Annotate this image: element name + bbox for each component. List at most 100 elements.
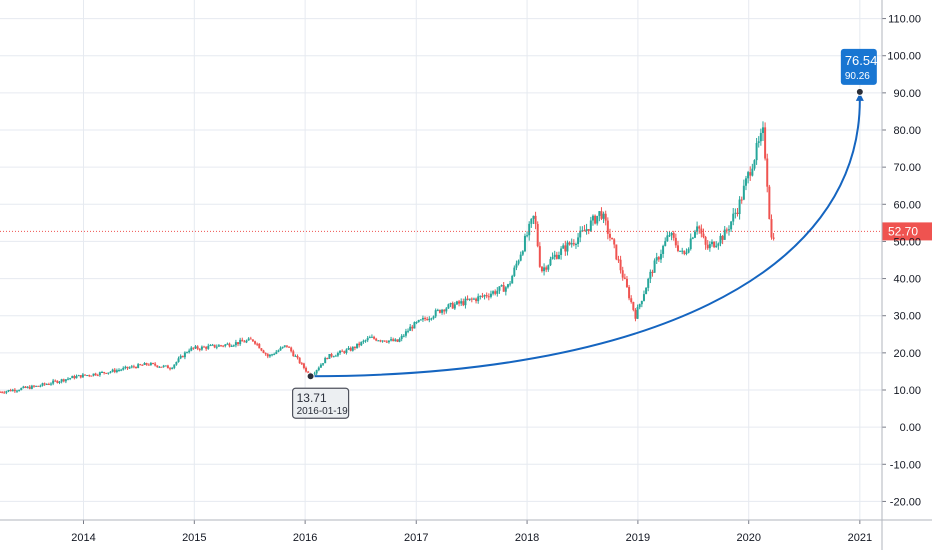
- candle-body: [377, 340, 380, 342]
- candle-body: [749, 172, 752, 176]
- candle-body: [551, 256, 554, 260]
- y-tick-label: 100.00: [887, 51, 921, 63]
- candle-body: [379, 340, 382, 342]
- candle-body: [290, 347, 293, 352]
- candle-body: [536, 224, 539, 247]
- candle-body: [611, 237, 614, 240]
- candle-body: [430, 318, 433, 320]
- candle-body: [574, 243, 577, 245]
- candle-body: [734, 212, 737, 214]
- candle-body: [1, 391, 4, 393]
- candle-body: [0, 391, 1, 393]
- candle-body: [86, 375, 89, 377]
- candle-body: [385, 341, 388, 343]
- y-tick-label: 60.00: [893, 199, 921, 211]
- candle-body: [445, 308, 448, 312]
- candle-body: [37, 385, 40, 387]
- candle-body: [198, 348, 201, 350]
- candle-body: [413, 322, 416, 329]
- candle-body: [315, 370, 318, 374]
- candle-body: [81, 374, 84, 378]
- candle-body: [591, 215, 594, 221]
- grid-layer: [0, 0, 882, 520]
- candle-body: [328, 354, 331, 359]
- candle-body: [419, 319, 422, 321]
- candle-body: [698, 226, 701, 229]
- x-tick-label: 2015: [182, 532, 206, 544]
- candle-body: [761, 127, 764, 133]
- candle-body: [396, 339, 399, 342]
- candle-body: [432, 316, 435, 319]
- last-price-badge: [882, 222, 932, 241]
- y-tick-label: 40.00: [893, 274, 921, 286]
- candle-body: [659, 253, 662, 260]
- candle-body: [137, 364, 140, 368]
- candle-body: [75, 376, 78, 379]
- candle-body: [689, 238, 692, 250]
- candle-body: [183, 352, 186, 358]
- candle-body: [334, 355, 337, 357]
- candle-body: [381, 340, 384, 342]
- candle-body: [145, 363, 148, 365]
- candle-body: [50, 383, 53, 385]
- candle-body: [398, 339, 401, 342]
- candle-body: [368, 337, 371, 339]
- candle-body: [220, 345, 223, 347]
- candle-body: [192, 347, 195, 349]
- candle-body: [149, 363, 152, 366]
- candle-body: [564, 245, 567, 252]
- candle-body: [721, 235, 724, 240]
- candle-body: [547, 265, 550, 270]
- candle-body: [407, 330, 410, 332]
- candle-body: [447, 304, 450, 309]
- candle-body: [294, 355, 297, 357]
- candle-body: [670, 232, 673, 236]
- candle-body: [417, 320, 420, 323]
- candle-body: [213, 344, 216, 348]
- candle-body: [589, 220, 592, 231]
- candle-body: [324, 357, 327, 364]
- candle-body: [392, 339, 395, 342]
- candle-body: [636, 307, 639, 319]
- candle-body: [466, 298, 469, 300]
- candle-body: [79, 375, 82, 378]
- candle-body: [194, 346, 197, 349]
- candle-body: [715, 245, 718, 248]
- candle-body: [411, 326, 414, 329]
- candle-body: [409, 326, 412, 331]
- candle-body: [638, 304, 641, 308]
- candle-body: [719, 235, 722, 244]
- candle-body: [171, 367, 174, 369]
- candle-body: [747, 172, 750, 179]
- candle-body: [755, 143, 758, 161]
- candle-body: [166, 365, 169, 369]
- candle-body: [258, 343, 261, 349]
- candle-body: [685, 252, 688, 254]
- candle-body: [203, 346, 206, 348]
- target-badge-bottom-label: 90.26: [845, 71, 870, 82]
- candle-body: [630, 298, 633, 303]
- candle-body: [751, 168, 754, 176]
- x-tick-label: 2020: [736, 532, 760, 544]
- candle-body: [73, 376, 76, 379]
- candle-body: [30, 385, 33, 389]
- candle-body: [515, 263, 518, 268]
- candle-body: [156, 365, 159, 368]
- y-tick-label: 50.00: [893, 236, 921, 248]
- y-tick-label: 0.00: [900, 422, 921, 434]
- y-tick-label: 10.00: [893, 385, 921, 397]
- candle-body: [339, 350, 342, 354]
- candle-body: [768, 186, 771, 220]
- x-tick-label: 2021: [848, 532, 872, 544]
- candle-body: [587, 229, 590, 231]
- y-tick-label: 30.00: [893, 311, 921, 323]
- candle-body: [549, 259, 552, 266]
- candle-body: [415, 322, 418, 324]
- candle-body: [326, 357, 329, 359]
- candle-body: [88, 375, 91, 377]
- candle-body: [672, 232, 675, 238]
- candle-body: [101, 371, 104, 373]
- candle-body: [742, 185, 745, 200]
- candle-body: [704, 237, 707, 245]
